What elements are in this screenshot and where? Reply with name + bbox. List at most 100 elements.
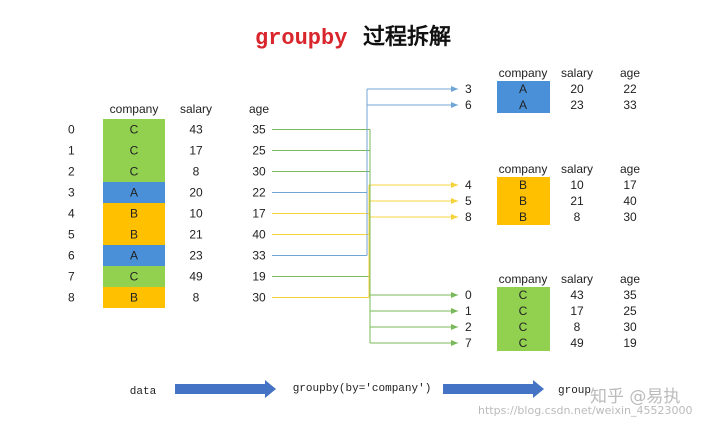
group-age-value: 22	[623, 82, 637, 96]
source-header-salary: salary	[180, 102, 212, 116]
salary-value: 43	[189, 123, 203, 137]
company-value: A	[130, 249, 138, 263]
flow-arrow-1	[175, 380, 276, 398]
salary-value: 8	[193, 165, 200, 179]
group-age-value: 17	[623, 178, 637, 192]
company-cell	[103, 119, 165, 140]
row-index: 3	[68, 186, 75, 200]
row-index: 4	[68, 207, 75, 221]
salary-value: 20	[189, 186, 203, 200]
group-row-index: 4	[465, 178, 472, 192]
salary-value: 23	[189, 249, 203, 263]
company-value: C	[130, 123, 139, 137]
group-row-index: 8	[465, 210, 472, 224]
company-value: B	[130, 207, 138, 221]
group-age-value: 40	[623, 194, 637, 208]
group-company-value: C	[519, 336, 528, 350]
flow-data-label: data	[130, 386, 157, 398]
group-company-value: C	[519, 304, 528, 318]
group-row-index: 0	[465, 288, 472, 302]
group-row: 4 B 10 17	[465, 177, 637, 193]
group-company-cell	[497, 193, 550, 209]
group-age-value: 25	[623, 304, 637, 318]
group-company-cell	[497, 177, 550, 193]
source-table: 0 C 43 35 1 C 17 25 2 C 8 30 3 A 20 22 4 B 10 17 5 B 21 40 6 A 23 3…	[68, 119, 266, 308]
row-index: 5	[68, 228, 75, 242]
company-cell	[103, 161, 165, 182]
company-cell	[103, 287, 165, 308]
group-company-value: B	[519, 178, 527, 192]
salary-value: 10	[189, 207, 203, 221]
company-cell	[103, 140, 165, 161]
flow-arrow-2	[443, 380, 544, 398]
group-header-company: company	[499, 162, 548, 176]
group-salary-value: 8	[574, 210, 581, 224]
group-company-cell	[497, 319, 550, 335]
group-header-age: age	[620, 66, 640, 80]
group-salary-value: 10	[570, 178, 584, 192]
source-header-age: age	[249, 102, 269, 116]
age-value: 22	[252, 186, 266, 200]
group-salary-value: 21	[570, 194, 584, 208]
group-header-company: company	[499, 66, 548, 80]
source-row: 0 C 43 35	[68, 119, 266, 140]
group-row-index: 3	[465, 82, 472, 96]
group-table-B: company salary age 4 B 10 17 5 B 21 40 8 B 8 30	[465, 162, 640, 225]
group-company-cell	[497, 287, 550, 303]
row-index: 2	[68, 165, 75, 179]
row-index: 0	[68, 123, 75, 137]
group-company-value: A	[519, 98, 527, 112]
group-row: 6 A 23 33	[465, 97, 637, 113]
age-value: 25	[252, 144, 266, 158]
salary-value: 21	[189, 228, 203, 242]
group-salary-value: 43	[570, 288, 584, 302]
group-company-value: B	[519, 210, 527, 224]
group-row-index: 1	[465, 304, 472, 318]
connector-lines	[272, 86, 458, 346]
title-text: 过程拆解	[363, 24, 451, 50]
row-index: 1	[68, 144, 75, 158]
group-table-C: company salary age 0 C 43 35 1 C 17 25 2 C 8 30 7 C 49 19	[465, 272, 640, 351]
group-row: 5 B 21 40	[465, 193, 637, 209]
age-value: 30	[252, 291, 266, 305]
source-row: 2 C 8 30	[68, 161, 266, 182]
company-value: A	[130, 186, 138, 200]
row-index: 8	[68, 291, 75, 305]
group-header-salary: salary	[561, 162, 593, 176]
group-age-value: 19	[623, 336, 637, 350]
group-row-index: 6	[465, 98, 472, 112]
group-row-index: 7	[465, 336, 472, 350]
age-value: 35	[252, 123, 266, 137]
age-value: 30	[252, 165, 266, 179]
row-index: 6	[68, 249, 75, 263]
company-value: C	[130, 144, 139, 158]
group-age-value: 35	[623, 288, 637, 302]
group-company-cell	[497, 81, 550, 97]
age-value: 17	[252, 207, 266, 221]
company-cell	[103, 182, 165, 203]
source-row: 6 A 23 33	[68, 245, 266, 266]
company-cell	[103, 266, 165, 287]
source-row: 8 B 8 30	[68, 287, 266, 308]
group-row: 8 B 8 30	[465, 209, 637, 225]
source-row: 3 A 20 22	[68, 182, 266, 203]
group-row-index: 5	[465, 194, 472, 208]
salary-value: 49	[189, 270, 203, 284]
source-row: 1 C 17 25	[68, 140, 266, 161]
group-row: 0 C 43 35	[465, 287, 637, 303]
company-cell	[103, 224, 165, 245]
group-salary-value: 17	[570, 304, 584, 318]
company-cell	[103, 245, 165, 266]
group-row: 1 C 17 25	[465, 303, 637, 319]
flow-group-label: group	[558, 385, 591, 397]
company-value: C	[130, 270, 139, 284]
group-age-value: 33	[623, 98, 637, 112]
company-value: C	[130, 165, 139, 179]
source-header-company: company	[110, 102, 159, 116]
group-header-company: company	[499, 272, 548, 286]
group-age-value: 30	[623, 210, 637, 224]
group-header-salary: salary	[561, 66, 593, 80]
